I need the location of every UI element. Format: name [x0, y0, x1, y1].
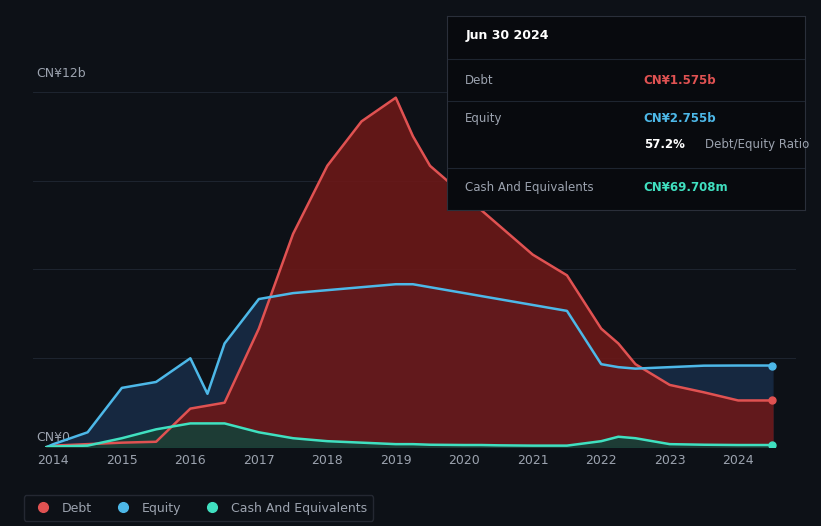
Text: 57.2%: 57.2% — [644, 138, 685, 151]
Text: CN¥1.575b: CN¥1.575b — [644, 74, 717, 86]
Text: CN¥0: CN¥0 — [36, 431, 71, 444]
Text: Debt: Debt — [466, 74, 494, 86]
Text: Cash And Equivalents: Cash And Equivalents — [466, 180, 594, 194]
Text: Equity: Equity — [466, 113, 502, 125]
Text: CN¥12b: CN¥12b — [36, 67, 86, 80]
Text: Jun 30 2024: Jun 30 2024 — [466, 29, 548, 42]
Legend: Debt, Equity, Cash And Equivalents: Debt, Equity, Cash And Equivalents — [24, 495, 374, 521]
Text: CN¥69.708m: CN¥69.708m — [644, 180, 728, 194]
Text: Debt/Equity Ratio: Debt/Equity Ratio — [704, 138, 809, 151]
Text: CN¥2.755b: CN¥2.755b — [644, 113, 717, 125]
